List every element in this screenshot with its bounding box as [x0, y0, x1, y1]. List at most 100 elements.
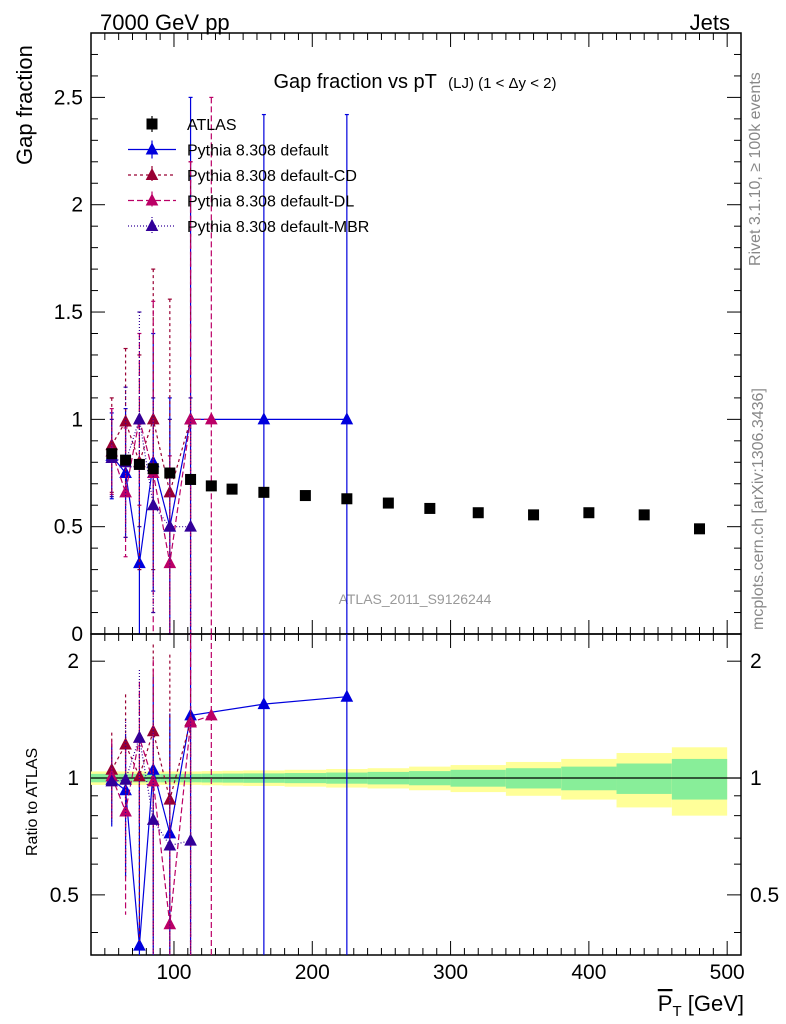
x-axis-title: PT [GeV] — [658, 991, 744, 1020]
series-ratio-line — [111, 737, 191, 847]
ratio-point — [184, 833, 197, 846]
atlas-point — [341, 493, 353, 505]
legend-label: Pythia 8.308 default — [187, 143, 329, 160]
band-inner-segment — [671, 758, 728, 800]
atlas-point — [382, 497, 394, 509]
atlas-point — [694, 523, 706, 535]
data-point — [163, 556, 177, 569]
data-point — [340, 412, 354, 425]
ratio-y-tick-label-right: 1 — [750, 767, 762, 790]
x-tick-label: 100 — [156, 961, 191, 984]
ratio-y-tick-label-right: 0.5 — [750, 884, 779, 907]
atlas-point — [299, 490, 311, 502]
y-tick-label: 0.5 — [54, 516, 83, 539]
ratio-point — [146, 774, 160, 787]
legend-marker — [145, 218, 159, 231]
y-tick-label-zero: 0 — [71, 623, 83, 646]
x-tick-label: 200 — [295, 961, 330, 984]
data-point — [133, 412, 146, 425]
legend-entry: Pythia 8.308 default-CD — [128, 166, 357, 185]
series-4-ratio — [105, 669, 197, 955]
atlas-point — [226, 483, 238, 495]
mcplots-label: mcplots.cern.ch [arXiv:1306.3436] — [750, 388, 767, 630]
ratio-point — [105, 774, 119, 787]
atlas-point — [205, 480, 217, 492]
chart-title-main: Gap fraction vs pT — [274, 71, 437, 93]
chart-title: Gap fraction vs pT (LJ) (1 < Δy < 2) — [274, 71, 557, 93]
legend-marker — [145, 142, 159, 155]
atlas-point — [472, 507, 484, 519]
atlas-point — [164, 467, 176, 479]
x-tick-label: 400 — [571, 961, 606, 984]
header-right: Jets — [690, 10, 730, 35]
analysis-watermark: ATLAS_2011_S9126244 — [339, 591, 492, 607]
legend-label: Pythia 8.308 default-CD — [187, 168, 357, 185]
ratio-y-tick-label: 2 — [67, 650, 79, 673]
header-left: 7000 GeV pp — [100, 10, 230, 35]
atlas-point — [638, 509, 650, 521]
data-point — [163, 519, 177, 532]
series-2-main — [105, 161, 197, 635]
legend-label: Pythia 8.308 default-MBR — [187, 219, 369, 236]
atlas-point — [583, 507, 595, 519]
data-point — [119, 485, 132, 498]
atlas-point — [147, 463, 159, 475]
x-tick-label: 500 — [710, 961, 745, 984]
data-point — [184, 519, 197, 532]
ratio-point — [133, 938, 146, 951]
band-inner-segment — [616, 763, 672, 794]
atlas-point — [106, 448, 118, 460]
legend-label: Pythia 8.308 default-DL — [187, 194, 354, 211]
atlas-point — [120, 454, 132, 466]
ratio-point — [133, 730, 146, 743]
atlas-point — [424, 502, 436, 514]
atlas-point — [258, 486, 270, 498]
atlas-point — [528, 509, 540, 521]
data-point — [257, 412, 271, 425]
x-axis-title-p: P — [658, 991, 673, 1016]
y-tick-label: 1 — [71, 408, 83, 431]
series-ratio-line — [111, 696, 347, 946]
ratio-point — [163, 917, 177, 930]
series-line — [111, 418, 347, 564]
main-plot: 0.5 1 1.5 2 2.5 0 — [54, 32, 742, 955]
data-point — [146, 498, 160, 511]
x-tick-label: 300 — [433, 961, 468, 984]
ratio-point — [163, 838, 177, 851]
legend-entry: ATLAS — [146, 116, 237, 134]
legend-entry: Pythia 8.308 default-MBR — [128, 217, 369, 236]
y-tick-label: 1.5 — [54, 301, 83, 324]
ratio-point — [340, 689, 354, 702]
ratio-point — [119, 772, 132, 785]
x-axis-title-sub: T — [672, 1003, 681, 1020]
y-axis-title: Gap fraction — [12, 45, 37, 165]
y-tick-label: 2.5 — [54, 86, 83, 109]
ratio-point — [119, 804, 132, 817]
chart-title-sub: (LJ) (1 < Δy < 2) — [448, 75, 556, 92]
legend-marker — [145, 167, 159, 180]
ratio-point — [257, 697, 271, 710]
legend-label: ATLAS — [187, 117, 237, 134]
legend-entry: Pythia 8.308 default — [128, 140, 329, 160]
x-axis-title-unit: [GeV] — [682, 991, 744, 1016]
atlas-point — [185, 473, 197, 485]
ratio-y-tick-label-right: 2 — [750, 650, 762, 673]
series-line — [111, 417, 192, 493]
ratio-frame — [90, 633, 742, 956]
rivet-label: Rivet 3.1.10, ≥ 100k events — [747, 72, 764, 266]
atlas-point — [133, 458, 145, 470]
legend-marker — [145, 193, 159, 206]
legend-marker — [146, 118, 158, 130]
data-point — [204, 412, 218, 425]
y-tick-label: 2 — [71, 194, 83, 217]
legend: ATLAS Pythia 8.308 default Pythia 8.308 de… — [128, 116, 369, 236]
ratio-y-tick-label: 1 — [67, 767, 79, 790]
ratio-y-tick-label: 0.5 — [50, 884, 79, 907]
series-1-ratio — [105, 634, 354, 955]
ratio-plot: 100 200 300 400 500 0.5 0.5 1 1 2 2 — [50, 633, 779, 984]
atlas-data — [106, 448, 706, 535]
data-point — [184, 412, 197, 425]
legend-entry: Pythia 8.308 default-DL — [128, 191, 354, 211]
ratio-point — [204, 708, 218, 721]
